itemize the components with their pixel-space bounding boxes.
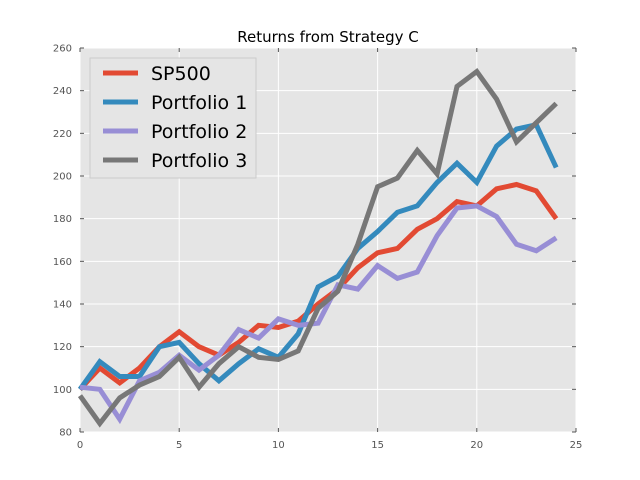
x-tick-label: 20 <box>470 440 483 451</box>
y-tick-label: 260 <box>53 44 72 55</box>
x-tick-label: 5 <box>176 440 182 451</box>
y-tick-label: 220 <box>53 129 72 140</box>
chart-title: Returns from Strategy C <box>237 28 419 46</box>
legend-label: SP500 <box>151 63 211 85</box>
legend-label: Portfolio 1 <box>151 92 247 114</box>
series-lines <box>77 67 559 428</box>
y-tick-label: 140 <box>53 300 72 311</box>
series-line-3 <box>79 203 558 425</box>
x-tick-label: 15 <box>371 440 384 451</box>
y-tick-label: 180 <box>53 214 72 225</box>
y-tick-label: 120 <box>53 342 72 353</box>
y-tick-label: 160 <box>53 257 72 268</box>
y-tick-label: 100 <box>53 385 72 396</box>
legend-label: Portfolio 3 <box>151 150 247 172</box>
legend-label: Portfolio 2 <box>151 121 247 143</box>
x-tick-label: 25 <box>570 440 583 451</box>
x-tick-label: 0 <box>77 440 83 451</box>
y-tick-label: 80 <box>59 428 72 439</box>
legend: SP500 Portfolio 1 Portfolio 2 Portfolio 3 <box>89 57 257 179</box>
y-tick-label: 240 <box>53 86 72 97</box>
series-line-2 <box>77 121 559 391</box>
series-line-4 <box>77 67 558 428</box>
axis-ticks: 80 100 120 140 160 180 200 220 240 260 0 5 10 15 20 25 <box>53 44 582 452</box>
y-tick-label: 200 <box>53 172 72 183</box>
x-tick-label: 10 <box>272 440 285 451</box>
